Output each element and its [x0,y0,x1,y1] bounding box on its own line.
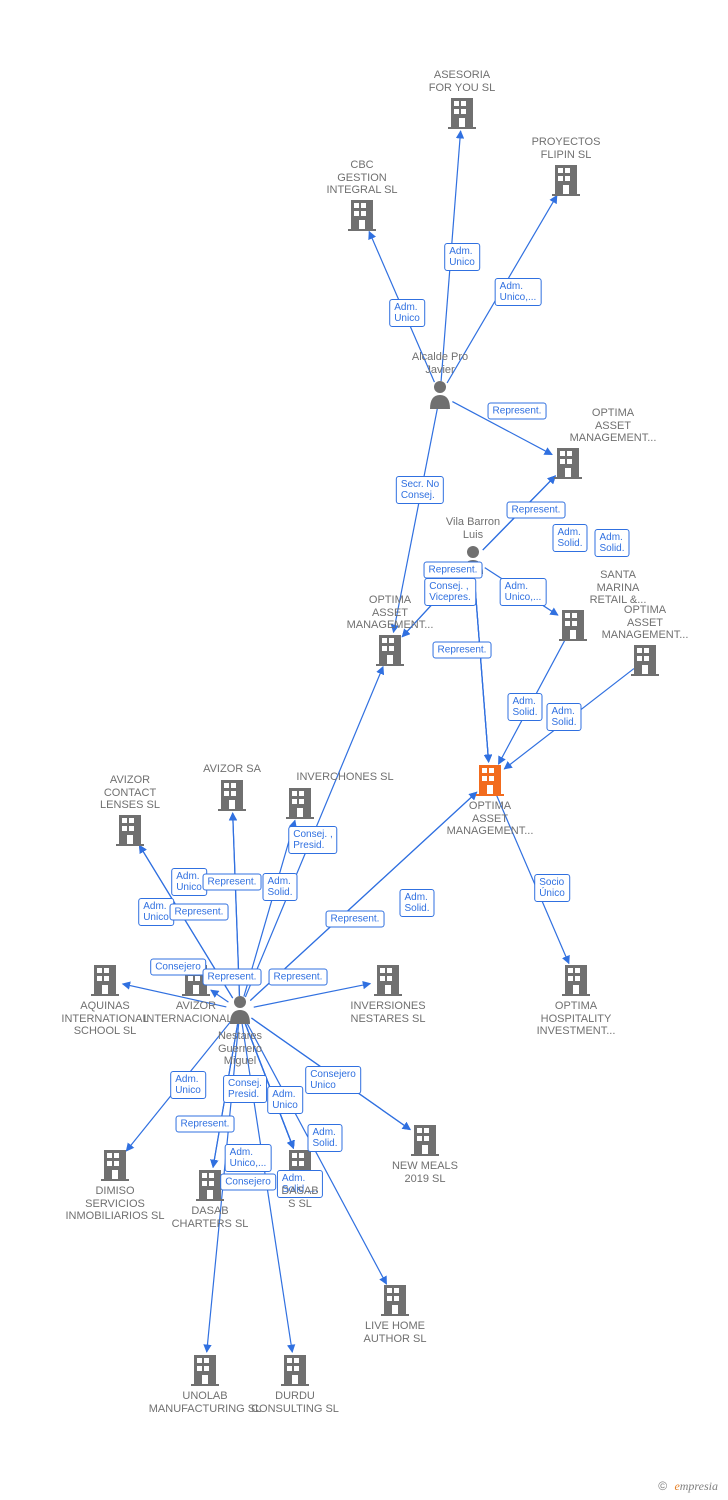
brand-rest: mpresia [680,1479,718,1493]
watermark: © empresia [658,1479,718,1494]
edge [254,984,371,1008]
edge [441,131,461,381]
edge [211,990,229,1002]
edge [244,820,295,996]
edge [245,667,383,997]
building-icon[interactable] [281,1355,309,1386]
edge [242,1024,292,1352]
building-icon[interactable] [286,788,314,819]
edge [452,402,552,455]
building-icon[interactable] [631,645,659,676]
edge [213,1024,238,1167]
edge [247,1022,387,1284]
building-icon[interactable] [286,1150,314,1181]
person-icon[interactable] [430,381,450,409]
person-icon[interactable] [230,996,250,1024]
building-icon[interactable] [448,98,476,129]
person-icon[interactable] [463,546,483,574]
building-icon[interactable] [101,1150,129,1181]
building-icon[interactable] [411,1125,439,1156]
building-icon[interactable] [381,1285,409,1316]
building-icon[interactable] [182,965,210,996]
copyright-symbol: © [658,1479,667,1493]
edge [251,1018,410,1130]
building-icon[interactable] [218,780,246,811]
building-icon[interactable] [348,200,376,231]
building-icon[interactable] [376,635,404,666]
edge [498,637,566,764]
edge [474,574,489,762]
edge [250,792,476,1000]
edge [504,669,634,769]
edge [369,232,434,383]
edge [485,568,558,616]
building-icon[interactable] [191,1355,219,1386]
building-icon[interactable] [116,815,144,846]
building-icon[interactable] [554,448,582,479]
building-icon[interactable] [374,965,402,996]
edge [402,570,463,636]
edge [447,196,557,383]
edge [233,813,240,996]
building-icon[interactable] [559,610,587,641]
building-icon[interactable] [562,965,590,996]
building-icon[interactable] [196,1170,224,1201]
edge [123,984,227,1007]
edge [496,793,569,964]
diagram-canvas [0,0,728,1500]
edge [483,476,556,550]
building-icon[interactable] [552,165,580,196]
edge [393,409,437,633]
building-icon[interactable] [476,765,504,796]
building-icon[interactable] [91,965,119,996]
edge [126,1021,231,1151]
